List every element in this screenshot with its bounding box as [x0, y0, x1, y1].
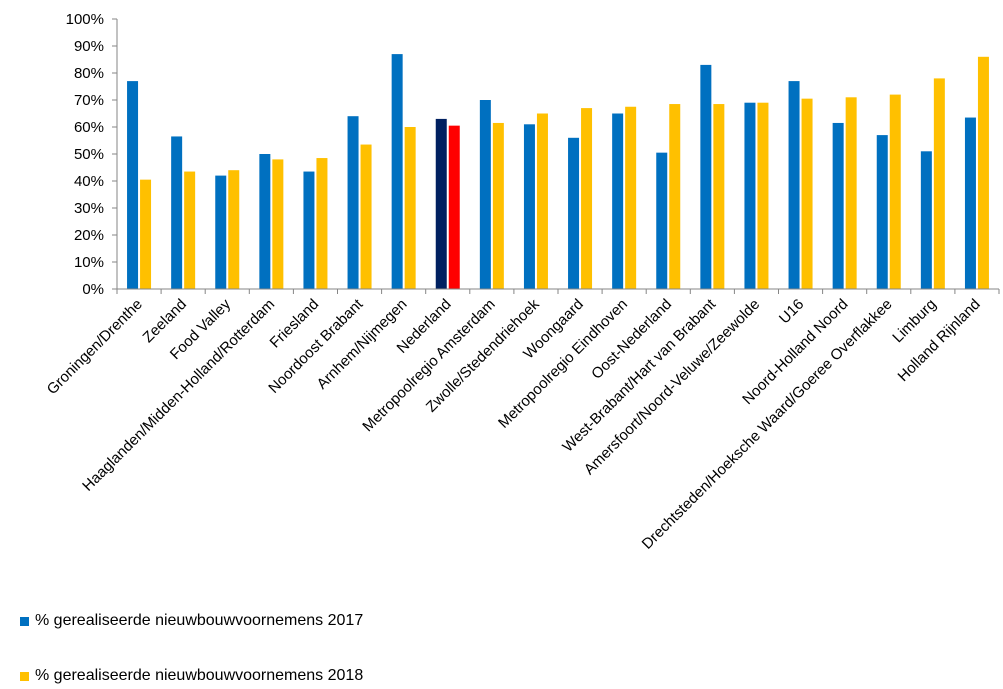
bar-2018 [272, 159, 284, 289]
y-tick-label: 60% [74, 119, 104, 136]
x-tick-label: U16 [776, 296, 807, 327]
bar-2018 [492, 122, 504, 289]
bar-2018 [625, 106, 637, 289]
y-tick-label: 100% [66, 11, 104, 28]
bar-2018 [316, 158, 328, 289]
bar-2018 [845, 97, 857, 289]
bar-2018 [404, 127, 416, 289]
y-tick-label: 50% [74, 146, 104, 163]
bar-2017 [964, 117, 976, 289]
bar-2018 [448, 125, 460, 290]
y-tick-label: 30% [74, 200, 104, 217]
x-tick-label: Oost-Nederland [588, 296, 675, 383]
bar-2017 [523, 124, 535, 289]
bar-2017 [832, 122, 844, 289]
bar-2017 [127, 81, 139, 289]
bar-2018 [977, 56, 989, 289]
y-tick-label: 80% [74, 65, 104, 82]
legend-swatch-2018 [20, 671, 29, 681]
x-tick-label: Holland Rijnland [895, 296, 984, 385]
bar-2018 [889, 94, 901, 289]
bar-2018 [669, 104, 681, 289]
bar-2018 [801, 98, 813, 290]
bar-2018 [360, 144, 372, 289]
y-tick-label: 90% [74, 38, 104, 55]
bar-2017 [612, 113, 624, 289]
bar-2018 [757, 102, 769, 289]
y-axis: 0% 10% 20% 30% 40% 50% 60% 70% 80% 90% 100% [66, 11, 118, 298]
bar-2018 [228, 170, 240, 289]
x-tick-label: Groningen/Drenthe [44, 296, 146, 398]
bar-2017 [568, 137, 580, 289]
y-tick-label: 0% [82, 281, 104, 298]
legend-label-2017: % gerealiseerde nieuwbouwvoornemens 2017 [35, 612, 364, 629]
bar-2017 [303, 171, 315, 289]
bar-2017 [656, 152, 668, 289]
y-tick-label: 10% [74, 254, 104, 271]
bar-2017 [391, 54, 403, 289]
bar-2018 [184, 171, 196, 289]
bar-2017 [876, 135, 888, 289]
bars [127, 54, 989, 290]
bar-2017 [479, 100, 491, 289]
bar-2017 [788, 81, 800, 289]
y-tick-label: 20% [74, 227, 104, 244]
legend-item-2018: % gerealiseerde nieuwbouwvoornemens 2018 [20, 667, 363, 685]
legend-item-2017: % gerealiseerde nieuwbouwvoornemens 2017 [20, 612, 363, 630]
bar-2017 [215, 175, 227, 289]
bar-2017 [171, 136, 183, 289]
bar-2017 [920, 151, 932, 289]
bar-2018 [933, 78, 945, 290]
bar-2018 [536, 113, 548, 289]
bar-2018 [713, 104, 725, 289]
bar-2017 [744, 102, 756, 289]
legend-label-2018: % gerealiseerde nieuwbouwvoornemens 2018 [35, 667, 364, 684]
y-tick-label: 70% [74, 92, 104, 109]
legend-swatch-2017 [20, 616, 29, 626]
bar-2017 [700, 64, 712, 290]
y-tick-label: 40% [74, 173, 104, 190]
bar-2017 [435, 118, 447, 290]
bar-2018 [581, 108, 593, 289]
bar-2017 [259, 154, 271, 289]
bar-2017 [347, 116, 359, 289]
bar-2018 [140, 179, 152, 289]
